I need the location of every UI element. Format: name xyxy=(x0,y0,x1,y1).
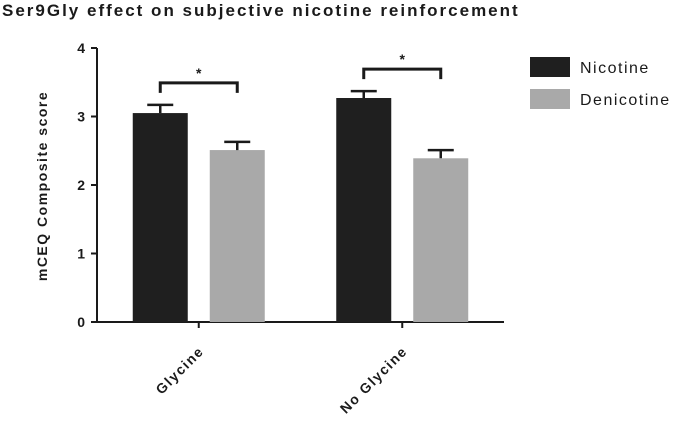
error-bar xyxy=(427,148,454,159)
x-tick-label: Glycine xyxy=(152,343,207,398)
bar xyxy=(336,98,392,322)
y-tick-label: 1 xyxy=(77,246,85,262)
bar xyxy=(413,158,469,322)
significance-label: * xyxy=(196,65,202,81)
error-bar xyxy=(224,140,251,151)
y-tick-label: 3 xyxy=(77,109,85,125)
error-bar xyxy=(147,103,174,114)
error-bar xyxy=(350,89,377,99)
legend-swatch xyxy=(530,89,570,109)
legend-label: Nicotine xyxy=(580,60,650,77)
significance-bracket xyxy=(362,67,443,80)
y-axis-label: mCEQ Composite score xyxy=(34,91,50,281)
significance-bracket xyxy=(158,81,239,93)
y-tick-label: 0 xyxy=(77,314,85,330)
significance-label: * xyxy=(400,51,406,67)
legend-swatch xyxy=(530,57,570,77)
legend-label: Denicotine xyxy=(580,92,671,109)
y-tick-label: 2 xyxy=(77,177,85,193)
x-tick-label: No Glycine xyxy=(337,343,411,417)
bar xyxy=(132,113,188,322)
chart-title: Ser9Gly effect on subjective nicotine re… xyxy=(2,1,520,20)
y-tick-label: 4 xyxy=(77,40,85,56)
bar xyxy=(209,150,265,322)
